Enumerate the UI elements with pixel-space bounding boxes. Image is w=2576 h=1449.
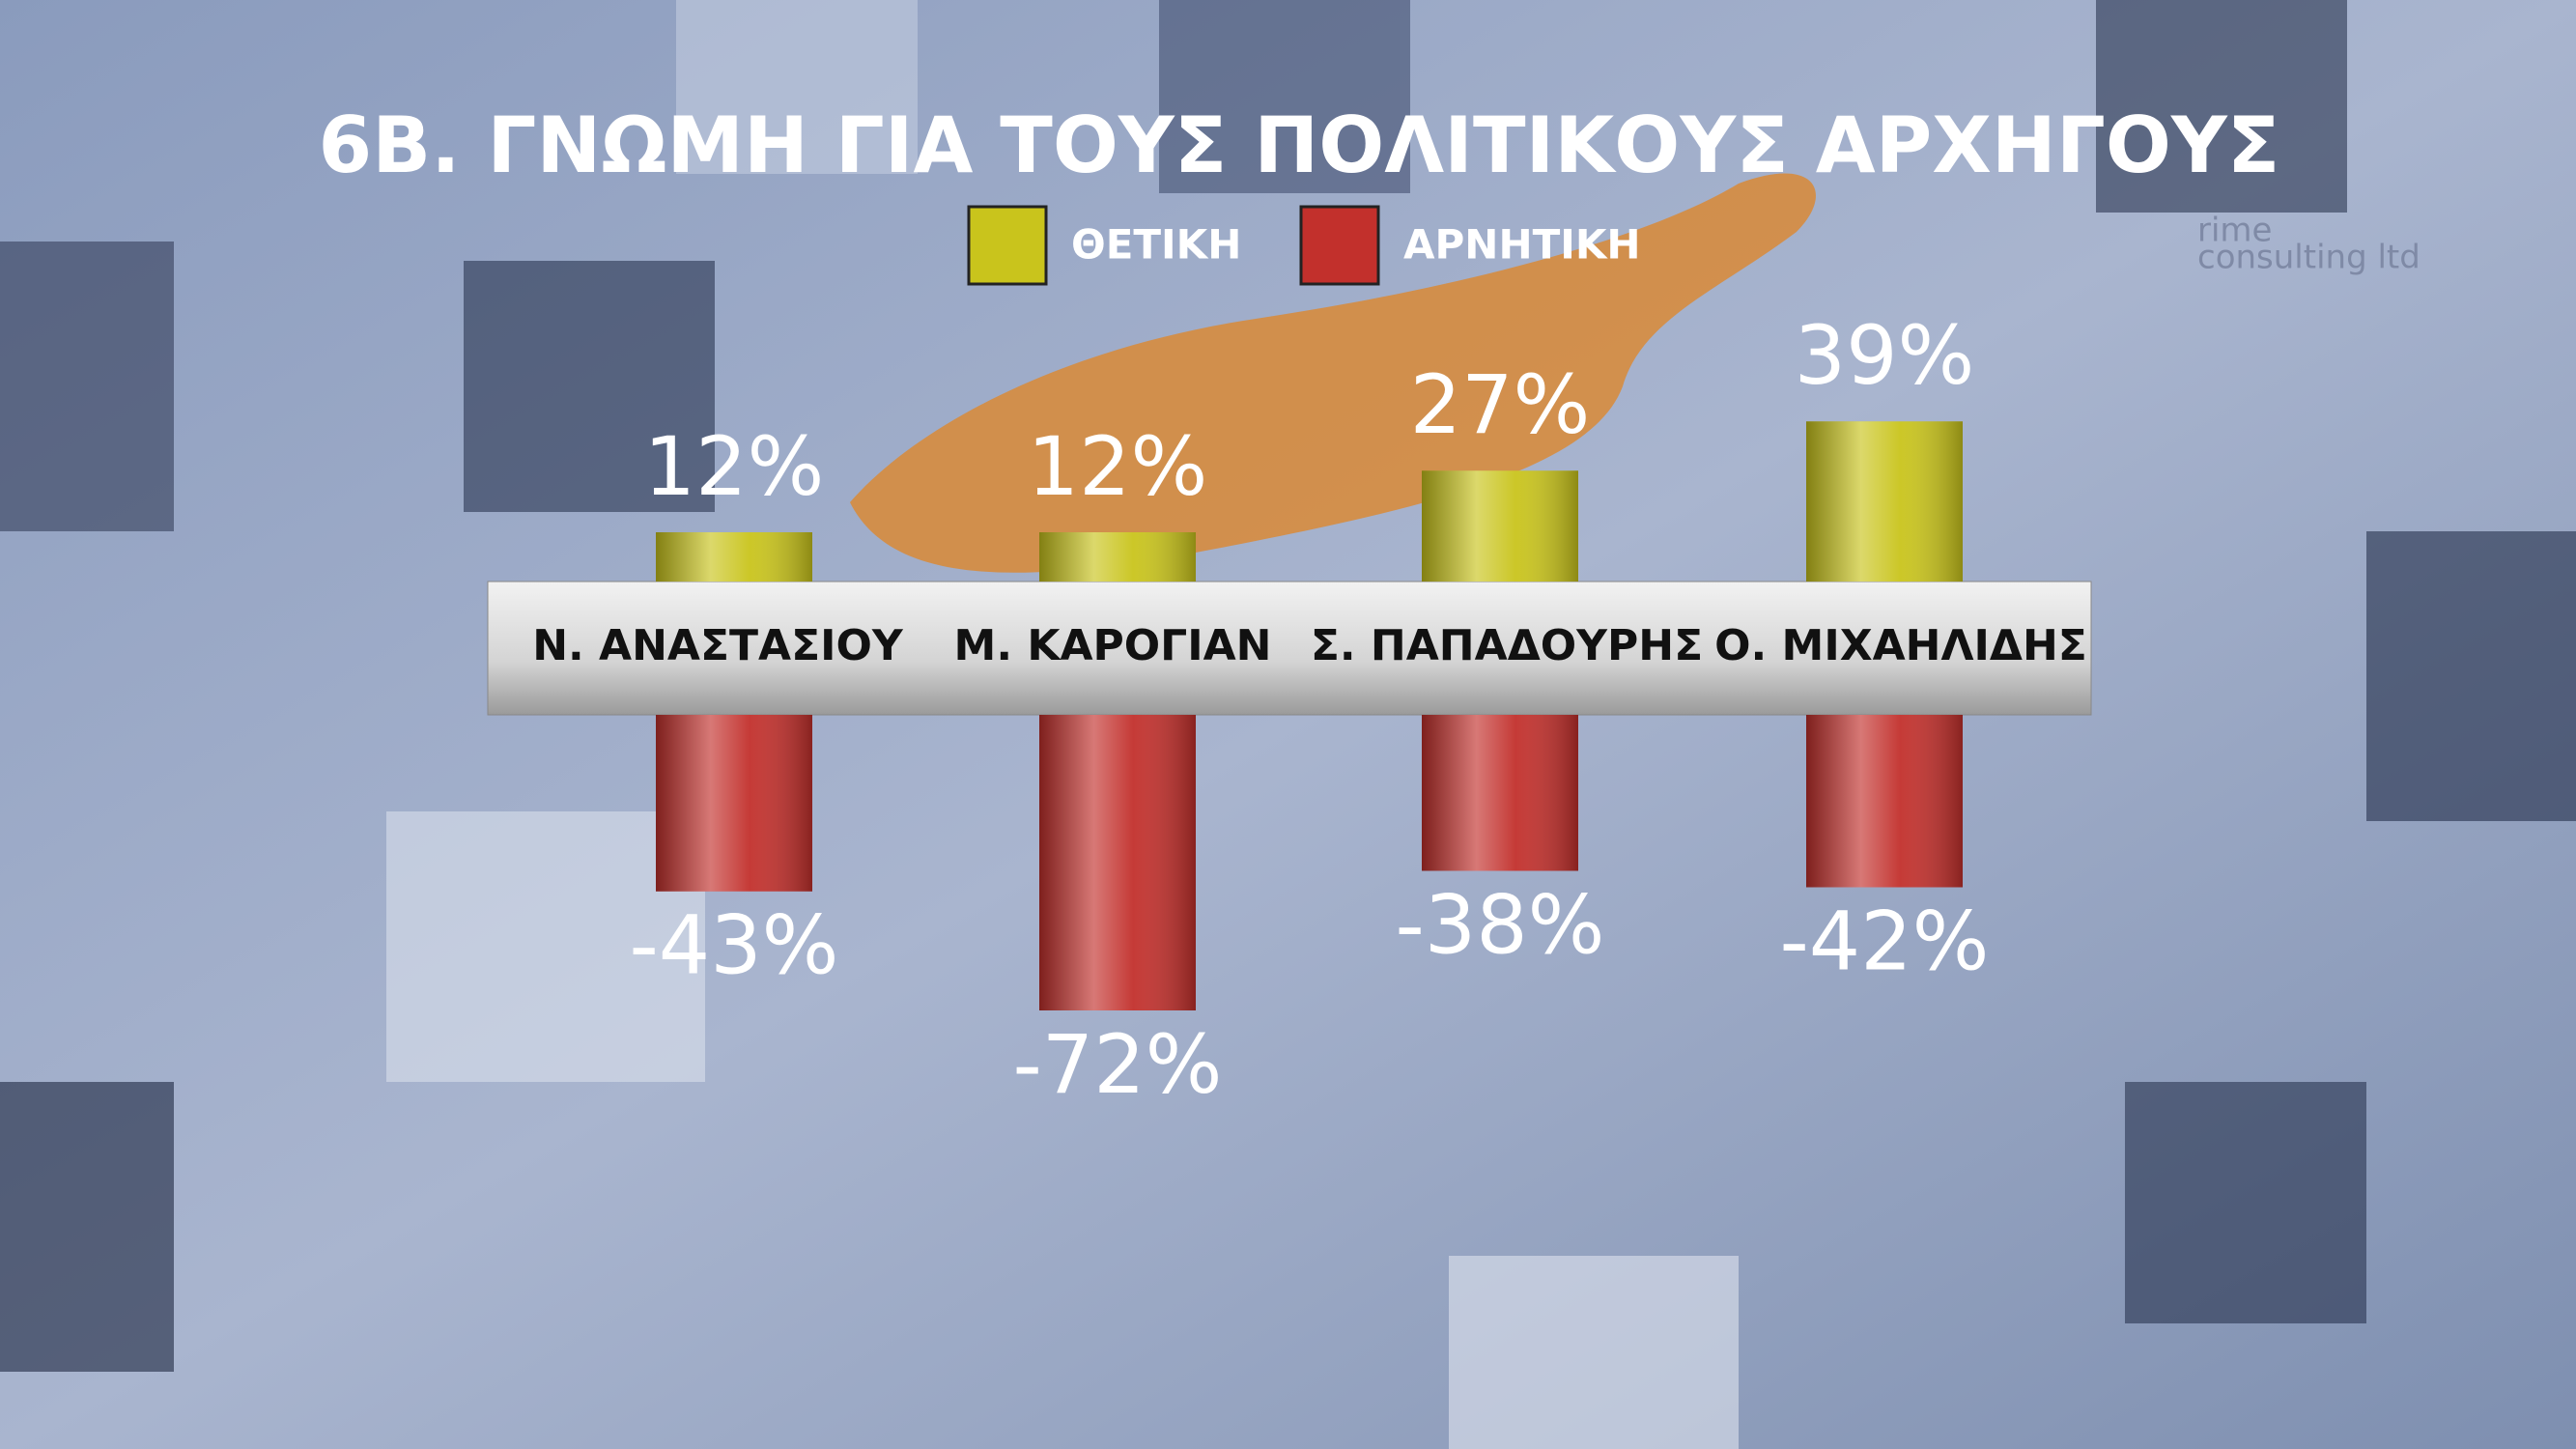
value-label: 39% — [1795, 308, 1975, 403]
value-label: 27% — [1410, 357, 1591, 452]
bar-shine — [1422, 470, 1578, 582]
map-shape — [850, 173, 1816, 573]
legend-swatch — [1299, 205, 1380, 286]
bar-shine — [1806, 421, 1963, 582]
category-band — [487, 581, 2092, 716]
category-label: Ν. ΑΝΑΣΤΑΣΙΟΥ — [532, 621, 904, 670]
value-label: -38% — [1395, 877, 1604, 972]
value-label: 12% — [1028, 419, 1208, 514]
bar-shine — [656, 532, 812, 582]
value-label: -72% — [1012, 1017, 1222, 1112]
chart-title: 6Β. ΓΝΩΜΗ ΓΙΑ ΤΟΥΣ ΠΟΛΙΤΙΚΟΥΣ ΑΡΧΗΓΟΥΣ — [319, 100, 2280, 190]
value-label: -42% — [1779, 894, 1989, 988]
category-label: Ο. ΜΙΧΑΗΛΙΔΗΣ — [1714, 621, 2087, 670]
value-label: -43% — [629, 898, 838, 993]
watermark: consulting ltd — [2197, 239, 2420, 277]
bar-shine — [1806, 715, 1963, 888]
value-label: 12% — [644, 419, 825, 514]
category-label: Σ. ΠΑΠΑΔΟΥΡΗΣ — [1311, 621, 1703, 670]
bar-shine — [656, 715, 812, 892]
watermark: rime — [2197, 212, 2272, 250]
bar-shine — [1039, 715, 1196, 1010]
category-label: Μ. ΚΑΡΟΓΙΑΝ — [954, 621, 1272, 670]
legend-label: ΘΕΤΙΚΗ — [1071, 221, 1241, 269]
bar-shine — [1039, 532, 1196, 582]
bar-shine — [1422, 715, 1578, 871]
legend-swatch — [967, 205, 1048, 286]
legend-label: ΑΡΝΗΤΙΚΗ — [1403, 221, 1641, 269]
